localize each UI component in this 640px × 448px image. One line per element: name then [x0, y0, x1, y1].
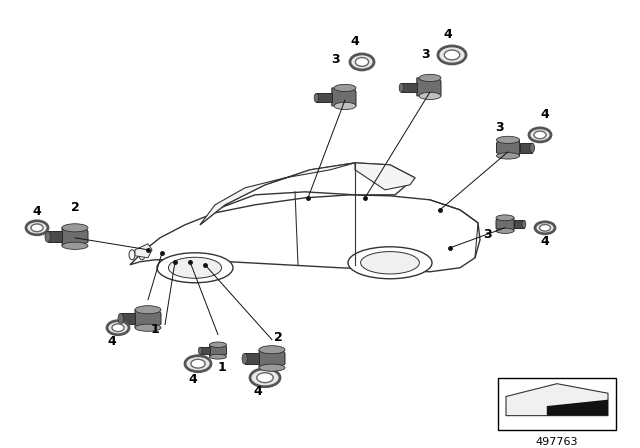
Ellipse shape	[250, 369, 280, 387]
Polygon shape	[48, 232, 62, 242]
Polygon shape	[62, 228, 88, 246]
Ellipse shape	[26, 221, 48, 235]
Ellipse shape	[534, 131, 546, 139]
Polygon shape	[200, 347, 209, 354]
Text: 4: 4	[189, 373, 197, 386]
Text: 4: 4	[33, 205, 42, 218]
Polygon shape	[401, 83, 417, 92]
Polygon shape	[547, 400, 608, 416]
Ellipse shape	[135, 306, 161, 314]
Text: 4: 4	[541, 235, 549, 248]
Polygon shape	[130, 195, 480, 272]
Ellipse shape	[419, 92, 441, 99]
Polygon shape	[259, 350, 285, 368]
Text: 3: 3	[420, 48, 429, 61]
Ellipse shape	[530, 143, 534, 153]
Ellipse shape	[496, 215, 514, 221]
Ellipse shape	[360, 252, 419, 274]
Ellipse shape	[419, 74, 441, 82]
Polygon shape	[497, 140, 520, 156]
Polygon shape	[498, 378, 616, 430]
Polygon shape	[316, 93, 332, 102]
Ellipse shape	[157, 253, 233, 283]
Text: 3: 3	[496, 121, 504, 134]
Ellipse shape	[350, 54, 374, 70]
Ellipse shape	[444, 50, 460, 60]
Ellipse shape	[540, 224, 550, 231]
Ellipse shape	[107, 321, 129, 335]
Ellipse shape	[497, 153, 520, 159]
Polygon shape	[355, 163, 415, 190]
Polygon shape	[135, 310, 161, 328]
Ellipse shape	[257, 373, 273, 383]
Polygon shape	[332, 88, 356, 106]
Text: 4: 4	[108, 335, 116, 348]
Ellipse shape	[497, 136, 520, 143]
Ellipse shape	[535, 222, 555, 234]
Polygon shape	[200, 163, 415, 225]
Ellipse shape	[334, 102, 356, 109]
Ellipse shape	[31, 224, 43, 232]
Ellipse shape	[198, 347, 202, 354]
Polygon shape	[121, 313, 135, 324]
Polygon shape	[135, 244, 152, 258]
Ellipse shape	[185, 356, 211, 372]
Polygon shape	[209, 345, 227, 357]
Ellipse shape	[62, 224, 88, 232]
Ellipse shape	[118, 313, 124, 324]
Ellipse shape	[168, 257, 221, 278]
Polygon shape	[417, 78, 441, 96]
Text: 3: 3	[332, 53, 340, 66]
Ellipse shape	[242, 353, 248, 364]
Ellipse shape	[399, 83, 404, 92]
Ellipse shape	[348, 247, 432, 279]
Polygon shape	[506, 383, 608, 416]
Ellipse shape	[129, 250, 135, 260]
Text: 1: 1	[150, 323, 159, 336]
Text: 1: 1	[218, 361, 227, 374]
Text: 4: 4	[253, 385, 262, 398]
Ellipse shape	[529, 128, 551, 142]
Ellipse shape	[45, 232, 51, 242]
Text: 2: 2	[70, 201, 79, 214]
Ellipse shape	[112, 324, 124, 332]
Text: 4: 4	[541, 108, 549, 121]
Polygon shape	[200, 163, 355, 225]
Text: 3: 3	[484, 228, 492, 241]
Text: 4: 4	[351, 35, 360, 48]
Text: 4: 4	[444, 29, 452, 42]
Polygon shape	[520, 143, 532, 153]
Polygon shape	[244, 353, 259, 364]
Polygon shape	[496, 218, 514, 231]
Ellipse shape	[191, 359, 205, 368]
Ellipse shape	[522, 220, 526, 228]
Ellipse shape	[62, 242, 88, 250]
Polygon shape	[514, 220, 524, 228]
Ellipse shape	[135, 324, 161, 332]
Ellipse shape	[209, 342, 227, 347]
Ellipse shape	[259, 346, 285, 354]
Text: 2: 2	[274, 331, 282, 344]
Ellipse shape	[438, 46, 466, 64]
Ellipse shape	[209, 354, 227, 359]
Ellipse shape	[314, 93, 319, 102]
Text: 497763: 497763	[536, 437, 579, 447]
Ellipse shape	[355, 57, 369, 66]
Ellipse shape	[259, 364, 285, 371]
Ellipse shape	[139, 250, 145, 260]
Ellipse shape	[496, 228, 514, 233]
Ellipse shape	[334, 84, 356, 91]
